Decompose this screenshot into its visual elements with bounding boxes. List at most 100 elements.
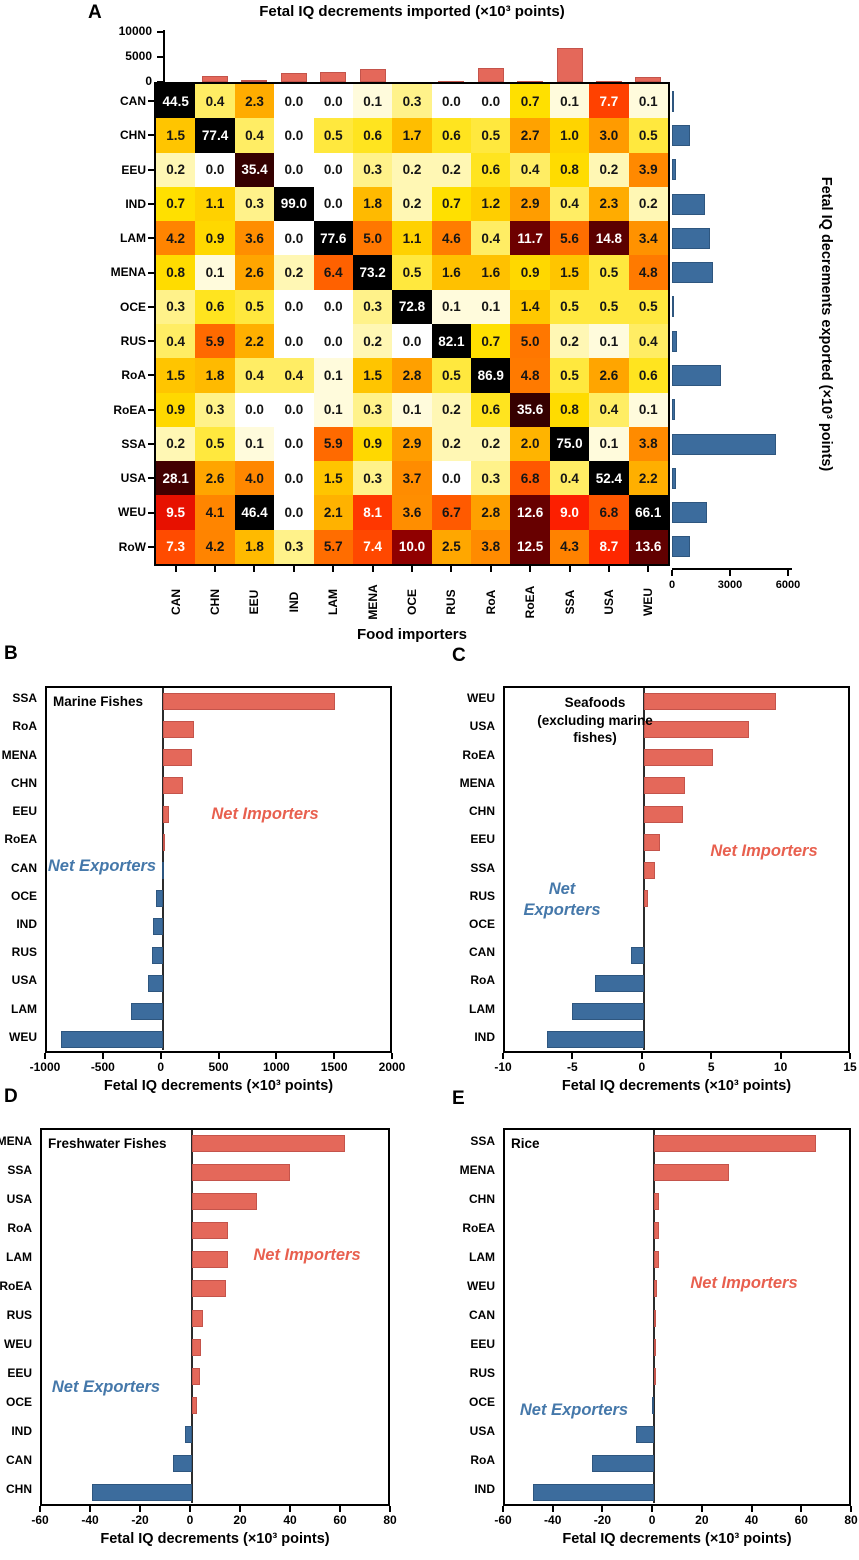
row-tick xyxy=(148,477,154,480)
x-tick-label: 80 xyxy=(844,1513,858,1527)
x-tick-label: 2000 xyxy=(378,1060,406,1074)
net-exporter-bar xyxy=(153,918,163,936)
heatmap-cell: 0.2 xyxy=(431,426,472,462)
col-tick xyxy=(568,566,571,572)
heatmap-cell: 0.1 xyxy=(313,392,353,427)
col-label: MENA xyxy=(365,584,380,620)
heatmap-cell: 52.4 xyxy=(589,461,629,496)
row-tick xyxy=(148,340,154,343)
heatmap-cell: 2.5 xyxy=(431,529,472,564)
exported-bar xyxy=(672,193,706,215)
heatmap-cell: 5.6 xyxy=(549,221,590,256)
net-importers-label: Net Importers xyxy=(690,1274,798,1292)
exported-marginal-bar-chart: 0 3000 6000 xyxy=(669,84,802,604)
row-tick xyxy=(148,134,154,137)
heatmap-cell: 2.2 xyxy=(628,461,668,496)
panel-b-plot xyxy=(45,686,392,1053)
x-tick xyxy=(239,1506,241,1512)
col-label: LAM xyxy=(326,589,341,615)
heatmap-cell: 0.2 xyxy=(274,255,314,290)
heatmap-cell: 77.4 xyxy=(195,118,235,153)
exported-bar xyxy=(672,90,674,112)
net-importer-bar xyxy=(643,833,661,851)
heatmap-cell: 0.1 xyxy=(352,84,393,119)
heatmap-cell: 0.0 xyxy=(392,324,432,359)
col-tick xyxy=(450,566,453,572)
net-exporter-bar xyxy=(651,1396,655,1414)
top-axis-tick xyxy=(157,81,163,83)
heatmap-cell: 2.9 xyxy=(392,426,432,462)
net-importer-bar xyxy=(654,1164,729,1182)
col-tick xyxy=(214,566,217,572)
heatmap-cell: 0.6 xyxy=(471,392,511,427)
heatmap-cell: 5.9 xyxy=(195,324,235,359)
heatmap-cell: 8.7 xyxy=(589,529,629,564)
heatmap-cell: 0.0 xyxy=(274,461,314,496)
x-tick xyxy=(571,1053,574,1059)
category-label: CHN xyxy=(6,1482,32,1497)
heatmap-cell: 0.0 xyxy=(274,289,314,324)
category-label: LAM xyxy=(6,1249,32,1264)
heatmap-cell: 0.3 xyxy=(156,289,196,324)
category-label: SSA xyxy=(470,860,495,875)
net-importer-bar xyxy=(643,862,655,879)
heatmap-cell: 2.6 xyxy=(234,255,275,290)
panel-a-top-title: Fetal IQ decrements imported (×10³ point… xyxy=(259,3,565,20)
heatmap-cell: 0.5 xyxy=(589,255,629,290)
net-importer-bar xyxy=(192,1135,345,1153)
net-importer-bar xyxy=(643,777,686,795)
heatmap-cell: 0.0 xyxy=(274,392,314,427)
heatmap-cell: 2.8 xyxy=(471,495,511,530)
exported-bar xyxy=(672,399,676,421)
heatmap-cell: 2.7 xyxy=(510,118,550,153)
col-label-wrap: IND xyxy=(274,574,313,630)
exported-bar xyxy=(672,227,711,249)
col-label: USA xyxy=(601,589,616,615)
x-tick xyxy=(800,1506,803,1512)
heatmap-cell: 0.8 xyxy=(549,152,590,187)
col-label-wrap: EEU xyxy=(235,574,274,630)
x-tick xyxy=(849,1053,851,1059)
net-exporter-bar xyxy=(185,1425,192,1443)
net-importer-bar xyxy=(643,805,683,823)
category-label: MENA xyxy=(459,1162,495,1177)
heatmap-cell: 3.6 xyxy=(234,221,275,256)
heatmap-cell: 5.9 xyxy=(313,426,353,462)
net-importer-bar xyxy=(192,1193,257,1211)
x-axis-title: Fetal IQ decrements (×10³ points) xyxy=(103,1078,334,1094)
net-importer-bar xyxy=(162,833,165,851)
heatmap-cell: 9.0 xyxy=(549,495,590,530)
panel-e-plot xyxy=(503,1128,851,1506)
net-importer-bar xyxy=(162,749,192,767)
x-tick xyxy=(710,1053,713,1059)
col-label: EEU xyxy=(247,589,262,615)
category-label: CAN xyxy=(11,860,37,875)
x-tick-label: 0 xyxy=(648,1513,656,1527)
row-label: RoA xyxy=(121,368,146,383)
heatmap-cell: 0.4 xyxy=(510,152,550,187)
col-tick xyxy=(292,566,295,572)
exported-bar xyxy=(672,502,707,524)
x-axis-title: Fetal IQ decrements (×10³ points) xyxy=(100,1531,330,1547)
heatmap-cell: 1.6 xyxy=(471,255,511,290)
heatmap-cell: 0.0 xyxy=(274,324,314,359)
x-tick-label: 0 xyxy=(638,1060,646,1074)
imported-bar xyxy=(202,76,229,82)
heatmap-cell: 0.5 xyxy=(589,289,629,324)
heatmap-cell: 3.9 xyxy=(628,152,668,187)
heatmap-cell: 2.2 xyxy=(234,324,275,359)
x-tick-label: 20 xyxy=(233,1513,247,1527)
heatmap-cell: 7.3 xyxy=(156,529,196,564)
heatmap-cell: 0.7 xyxy=(510,84,550,119)
net-importer-bar xyxy=(192,1251,229,1269)
heatmap-cell: 0.0 xyxy=(274,152,314,187)
col-label: SSA xyxy=(562,589,577,615)
col-tick xyxy=(174,566,177,572)
x-tick xyxy=(750,1506,753,1512)
heatmap-cell: 0.1 xyxy=(234,426,275,462)
heatmap-cell: 0.5 xyxy=(628,118,668,153)
heatmap-cell: 2.3 xyxy=(589,186,629,222)
heatmap-cell: 3.0 xyxy=(589,118,629,153)
heatmap-cell: 0.0 xyxy=(274,426,314,462)
